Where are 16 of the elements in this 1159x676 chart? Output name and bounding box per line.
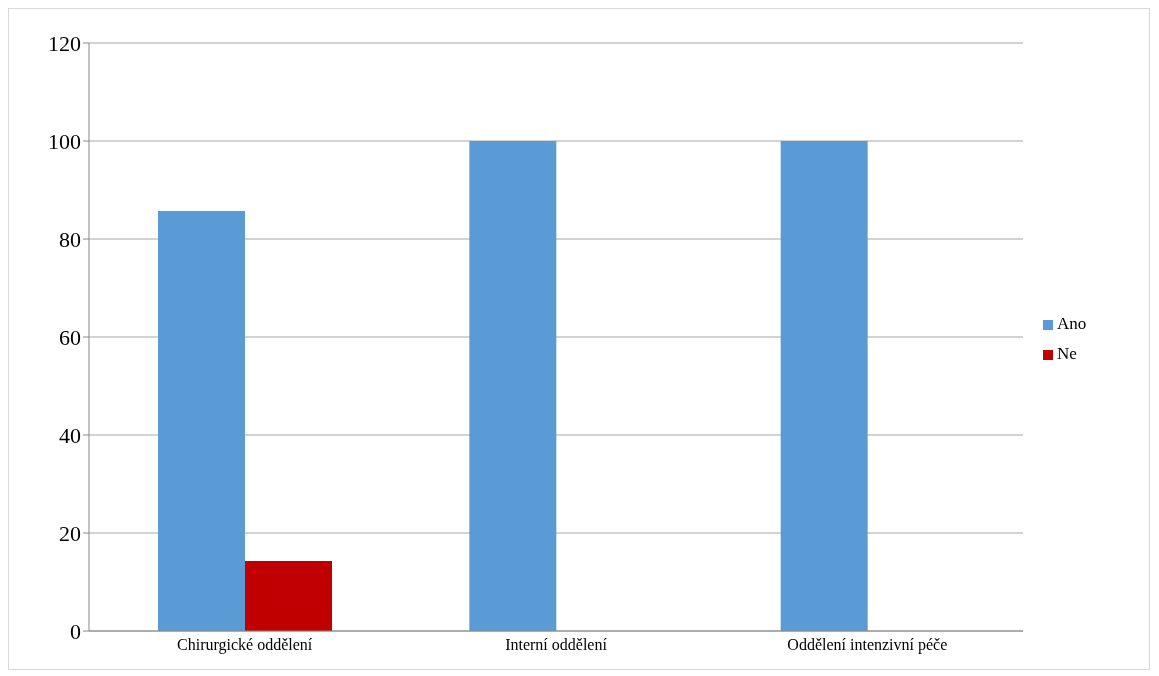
bar — [780, 141, 868, 631]
bar — [245, 560, 332, 631]
y-tick-label: 0 — [70, 618, 81, 644]
legend-label: Ano — [1057, 314, 1087, 333]
y-tick-label: 20 — [59, 520, 81, 546]
y-tick-label: 120 — [48, 30, 81, 56]
x-tick-label: Interní oddělení — [505, 636, 608, 654]
y-tick-label: 80 — [59, 226, 81, 252]
bar — [469, 141, 557, 631]
y-tick-label: 40 — [59, 422, 81, 448]
y-tick-label: 60 — [59, 324, 81, 350]
x-tick-label: Oddělení intenzivní péče — [787, 636, 948, 655]
x-tick-label: Chirurgické oddělení — [177, 636, 313, 655]
y-tick-label: 100 — [48, 128, 81, 154]
bar — [158, 211, 245, 631]
legend-label: Ne — [1057, 344, 1077, 363]
